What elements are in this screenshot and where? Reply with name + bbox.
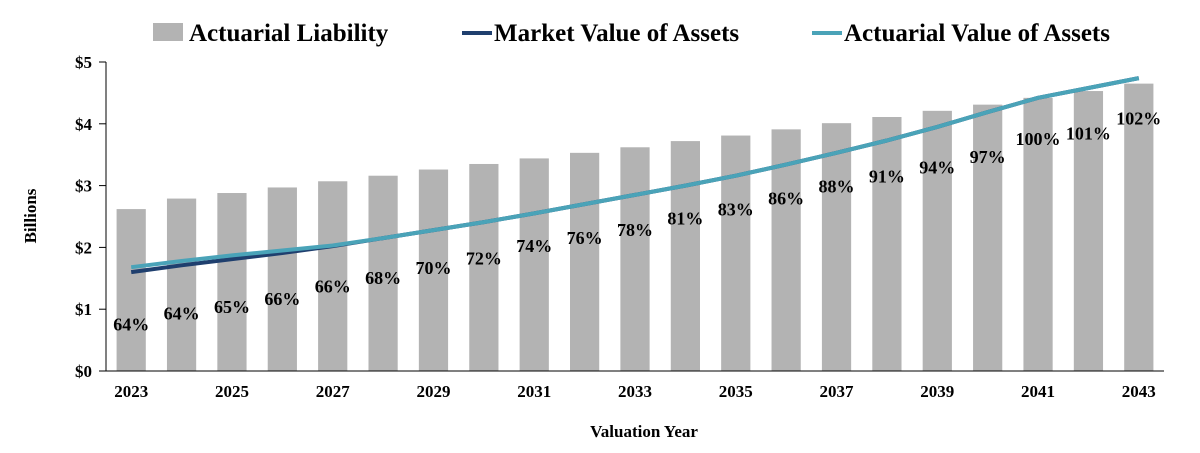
funded-ratio-label: 64% [164, 303, 200, 323]
bar-actuarial-liability [922, 110, 952, 372]
bar-actuarial-liability [166, 198, 197, 371]
legend-label-market-value: Market Value of Assets [494, 20, 739, 47]
x-axis: 2023 2025 2027 2029 2031 2033 2035 2037 2039 2041… [114, 382, 1156, 401]
funded-ratio-label: 100% [1016, 129, 1061, 149]
funded-ratio-label: 88% [819, 177, 855, 197]
y-tick-label: $2 [75, 238, 92, 257]
legend-label-actuarial-liability: Actuarial Liability [189, 20, 389, 47]
legend-swatch-actuarial-liability [153, 23, 183, 41]
funded-ratio-label: 76% [567, 228, 603, 248]
y-axis-title: Billions [21, 188, 40, 243]
funded-ratio-label: 97% [970, 147, 1006, 167]
funded-ratio-label: 94% [919, 157, 955, 177]
bar-actuarial-liability [418, 169, 449, 371]
y-tick-label: $1 [75, 300, 92, 319]
funded-ratio-label: 64% [113, 314, 149, 334]
bar-actuarial-liability [973, 104, 1003, 371]
x-tick-label: 2025 [215, 382, 249, 401]
x-axis-title: Valuation Year [590, 422, 698, 441]
bar-actuarial-liability [872, 117, 902, 371]
bar-actuarial-liability [368, 175, 398, 371]
bar-actuarial-liability [821, 123, 852, 371]
bar-actuarial-liability [217, 193, 247, 371]
funded-ratio-label: 101% [1066, 123, 1111, 143]
axes [105, 62, 1164, 372]
bar-actuarial-liability [469, 163, 499, 371]
x-tick-label: 2029 [416, 382, 450, 401]
bar-actuarial-liability [1073, 91, 1104, 372]
funded-ratio-label: 86% [768, 188, 804, 208]
funded-ratio-label: 74% [516, 236, 552, 256]
bar-actuarial-liability [620, 147, 650, 371]
funded-ratio-label: 66% [315, 277, 351, 297]
legend: Actuarial Liability Market Value of Asse… [153, 20, 1110, 47]
funded-ratio-label: 102% [1116, 109, 1161, 129]
x-tick-label: 2033 [618, 382, 652, 401]
funded-ratio-label: 78% [617, 220, 653, 240]
funded-ratio-label: 68% [365, 268, 401, 288]
x-tick-label: 2041 [1021, 382, 1055, 401]
y-tick-label: $0 [75, 362, 92, 381]
funded-ratio-label: 72% [466, 248, 502, 268]
funded-ratio-label: 91% [869, 167, 905, 187]
y-tick-label: $4 [75, 115, 93, 134]
x-tick-label: 2037 [820, 382, 855, 401]
bar-actuarial-liability [771, 129, 801, 371]
bars [116, 83, 1154, 372]
x-tick-label: 2023 [114, 382, 148, 401]
funded-ratio-label: 66% [264, 289, 300, 309]
y-tick-label: $3 [75, 177, 92, 196]
x-tick-label: 2027 [316, 382, 351, 401]
legend-label-actuarial-value: Actuarial Value of Assets [844, 20, 1110, 47]
lines [130, 76, 1140, 275]
bar-actuarial-liability [1124, 83, 1154, 371]
line-actuarial-value-of-assets [130, 76, 1140, 270]
x-tick-label: 2035 [719, 382, 753, 401]
bar-actuarial-liability [116, 209, 146, 371]
funded-ratio-label: 81% [667, 209, 703, 229]
y-axis: $0 $1 $2 $3 $4 $5 [75, 53, 106, 381]
x-tick-label: 2043 [1122, 382, 1156, 401]
bar-actuarial-liability [570, 152, 600, 371]
funded-ratio-label: 70% [415, 258, 451, 278]
bar-actuarial-liability [318, 181, 348, 371]
y-tick-label: $5 [75, 53, 92, 72]
bar-actuarial-liability [1023, 97, 1053, 372]
x-tick-label: 2031 [517, 382, 551, 401]
funded-ratio-label: 65% [214, 297, 250, 317]
funded-ratio-labels: 64% 64% 65% 66% 66% 68% 70% 72% 74% 76% 78% 81% 83% 8… [113, 109, 1161, 335]
bar-actuarial-liability [670, 141, 700, 371]
bar-actuarial-liability [267, 187, 297, 371]
bar-actuarial-liability [519, 158, 549, 371]
funded-ratio-label: 83% [718, 199, 754, 219]
bar-actuarial-liability [721, 135, 751, 371]
x-tick-label: 2039 [920, 382, 954, 401]
